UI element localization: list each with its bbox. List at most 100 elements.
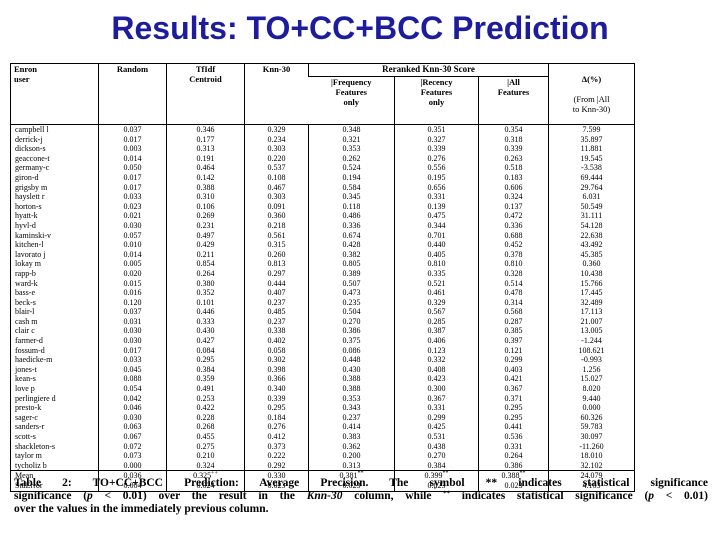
value-cell: 0.260 xyxy=(244,249,309,260)
value-cell: -3.538 xyxy=(548,163,635,173)
value-cell: 0.285 xyxy=(394,316,479,327)
value-cell: 0.264 xyxy=(478,451,549,461)
value-cell: 0.264 xyxy=(166,268,245,279)
value-cell: 0.398 xyxy=(244,364,309,375)
value-cell: 0.385 xyxy=(478,326,549,337)
table-row: Mean 0.036 0.325++ 0.330 0.381** 0.399** 0.388… xyxy=(11,470,635,482)
value-cell: 0.331 xyxy=(394,403,479,413)
col-header-random: Random xyxy=(98,63,167,125)
value-cell: 0.360 xyxy=(548,259,635,269)
value-cell: 0.656 xyxy=(394,182,479,193)
value-cell: 0.020 xyxy=(98,268,167,279)
value-cell: 0.210 xyxy=(166,451,245,461)
value-cell: 0.688 xyxy=(478,230,549,241)
col-header-all-features: |All Features xyxy=(478,76,549,125)
caption-line: Table 2: TO+CC+BCC Prediction: Average P… xyxy=(14,477,708,489)
value-cell: 0.057 xyxy=(98,230,167,241)
table-caption: Table 2: TO+CC+BCC Prediction: Average P… xyxy=(14,477,708,516)
table-row: perlingiere d 0.042 0.253 0.339 0.353 0.367 0.… xyxy=(11,393,635,404)
value-cell: 0.237 xyxy=(244,316,309,327)
value-cell: 0.353 xyxy=(308,144,395,154)
value-cell: 0.478 xyxy=(478,288,549,298)
value-cell: 0.340 xyxy=(244,384,309,394)
value-cell: 19.545 xyxy=(548,153,635,164)
value-cell: 0.276 xyxy=(394,153,479,164)
value-cell: 0.359 xyxy=(166,374,245,385)
value-cell: 0.017 xyxy=(98,182,167,193)
value-cell: 0.524 xyxy=(308,163,395,173)
value-cell: 0.177 xyxy=(166,134,245,145)
value-cell: 0.023 xyxy=(478,481,549,492)
value-cell: 0.091 xyxy=(244,201,309,212)
value-cell: 0.353 xyxy=(308,393,395,404)
value-cell: 0.348 xyxy=(308,124,395,135)
value-cell: 0.106 xyxy=(166,201,245,212)
value-cell: 69.444 xyxy=(548,172,635,183)
value-cell: 0.303 xyxy=(244,192,309,202)
value-cell: 0.584 xyxy=(308,182,395,193)
table-header: Enron user Random TfIdf Centroid Knn-30 … xyxy=(10,63,635,125)
value-cell: 0.504 xyxy=(308,307,395,317)
value-cell: 0.297 xyxy=(244,268,309,279)
value-cell: 0.367 xyxy=(394,393,479,404)
user-name-cell: Mean xyxy=(15,471,34,481)
value-cell: 0.425 xyxy=(394,422,479,432)
value-cell: 0.329 xyxy=(394,297,479,308)
user-name-cell: sager-c xyxy=(15,412,38,422)
value-cell: 0.058 xyxy=(244,345,309,356)
user-name-cell: lokay m xyxy=(15,259,41,269)
value-cell: 0.346 xyxy=(166,124,245,135)
value-cell: 0.120 xyxy=(98,297,167,308)
value-cell: 0.428 xyxy=(308,240,395,250)
value-cell: 0.017 xyxy=(98,134,167,145)
value-cell: 0.269 xyxy=(166,211,245,221)
value-cell: 45.385 xyxy=(548,249,635,260)
user-name-cell: perlingiere d xyxy=(15,393,56,403)
value-cell: 0.014 xyxy=(98,249,167,260)
value-cell: 0.324 xyxy=(166,460,245,471)
table-row: cash m 0.031 0.333 0.237 0.270 0.285 0.287 21.0… xyxy=(11,316,635,327)
value-cell: 0.813 xyxy=(244,259,309,269)
value-cell: 0.371 xyxy=(478,393,549,404)
value-cell: 6.031 xyxy=(548,192,635,202)
value-cell: 0.318 xyxy=(478,134,549,145)
value-cell: 0.021 xyxy=(98,211,167,221)
value-cell: 0.218 xyxy=(244,220,309,231)
value-cell: 0.088 xyxy=(98,374,167,385)
value-cell: 11.881 xyxy=(548,144,635,154)
value-cell: 0.388 xyxy=(166,182,245,193)
value-cell: 0.407 xyxy=(244,288,309,298)
value-cell: 0.086 xyxy=(308,345,395,356)
value-cell: 10.438 xyxy=(548,268,635,279)
value-cell: 50.549 xyxy=(548,201,635,212)
user-name-cell: blair-l xyxy=(15,307,35,317)
value-cell: 0.423 xyxy=(394,374,479,385)
value-cell: 0.854 xyxy=(166,259,245,269)
value-cell: 0.262 xyxy=(308,153,395,164)
value-cell: 0.231 xyxy=(166,220,245,231)
value-cell: 0.388 xyxy=(308,384,395,394)
value-cell: 0.315 xyxy=(244,240,309,250)
value-cell: 0.408 xyxy=(394,364,479,375)
value-cell: 0.017 xyxy=(98,345,167,356)
value-cell: 0.295 xyxy=(478,403,549,413)
table-row: clair c 0.030 0.430 0.338 0.386 0.387 0.385 13.… xyxy=(11,326,635,337)
value-cell: 0.036 xyxy=(98,470,167,482)
value-cell: 15.766 xyxy=(548,278,635,289)
user-name-cell: grigsby m xyxy=(15,182,48,192)
user-name-cell: shackleton-s xyxy=(15,441,55,451)
user-name-cell: fossum-d xyxy=(15,345,45,355)
table-row: kitchen-l 0.010 0.429 0.315 0.428 0.440 0.452 4… xyxy=(11,240,635,250)
user-name-cell: kean-s xyxy=(15,374,36,384)
col-header-knn-30: Knn-30 xyxy=(244,63,309,125)
user-name-cell: hayslett r xyxy=(15,192,45,202)
value-cell: 0.139 xyxy=(394,201,479,212)
value-cell: 0.123 xyxy=(394,345,479,356)
user-name-cell: beck-s xyxy=(15,297,36,307)
value-cell: 59.783 xyxy=(548,422,635,432)
value-cell: -11.260 xyxy=(548,441,635,452)
col-header-delta-percent: Δ(%) (From |All to Knn-30) xyxy=(548,63,635,125)
value-cell: 0.332 xyxy=(394,355,479,365)
value-cell: 0.030 xyxy=(98,220,167,231)
table-row: haedicke-m 0.033 0.295 0.302 0.448 0.332 0.299… xyxy=(11,355,635,365)
